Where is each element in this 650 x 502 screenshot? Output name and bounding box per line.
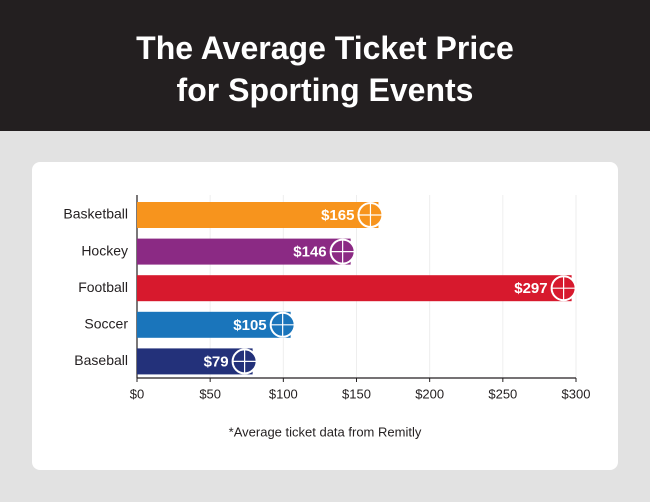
- y-tick-label: Hockey: [81, 242, 128, 258]
- chart-title: The Average Ticket Price for Sporting Ev…: [136, 30, 514, 108]
- x-tick-label: $200: [415, 386, 444, 401]
- bar: [137, 311, 291, 338]
- x-tick-label: $150: [342, 386, 371, 401]
- sport-icon: [330, 239, 355, 264]
- value-label: $297: [514, 280, 547, 297]
- x-tick-label: $250: [488, 386, 517, 401]
- sport-icon: [358, 203, 383, 227]
- y-tick-label: Basketball: [63, 206, 128, 222]
- sport-icon: [551, 276, 576, 301]
- y-tick-label: Soccer: [84, 316, 128, 332]
- sport-icon: [270, 312, 295, 337]
- value-label: $146: [293, 244, 326, 261]
- value-label: $79: [204, 353, 229, 370]
- y-tick-label: Baseball: [74, 352, 128, 368]
- x-tick-label: $300: [562, 386, 591, 401]
- value-label: $105: [233, 317, 266, 334]
- x-tick-label: $0: [130, 386, 144, 401]
- y-tick-label: Football: [78, 279, 128, 295]
- x-tick-label: $100: [269, 386, 298, 401]
- x-tick-label: $50: [199, 386, 221, 401]
- bar: [137, 238, 351, 265]
- footnote: *Average ticket data from Remitly: [229, 424, 422, 439]
- header: The Average Ticket Price for Sporting Ev…: [0, 0, 650, 131]
- value-label: $165: [321, 207, 354, 224]
- bar: [137, 275, 572, 302]
- bar: [137, 202, 379, 228]
- sport-icon: [232, 349, 257, 374]
